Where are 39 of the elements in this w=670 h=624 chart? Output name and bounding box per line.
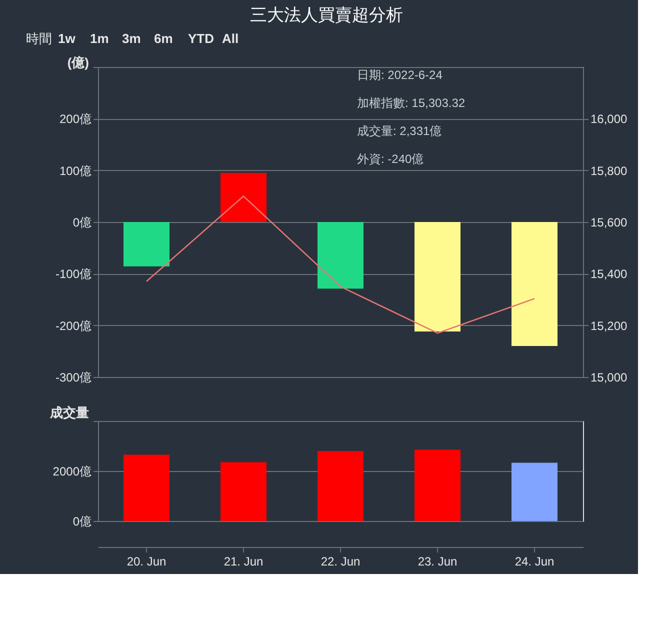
y-tick-label: 200億 (59, 112, 92, 126)
bar (318, 451, 364, 521)
bar (124, 454, 170, 521)
text: All (222, 31, 239, 46)
annotation: 加權指數: 15,303.32 (357, 96, 466, 110)
y2-tick-label: 15,000 (590, 370, 628, 384)
chart-title: 三大法人買賣超分析 (250, 6, 403, 24)
y-axis-title: (億) (67, 55, 89, 70)
y2-tick-label: 15,200 (590, 318, 628, 333)
y-axis-title: 成交量 (49, 405, 89, 420)
line-series (146, 196, 536, 334)
text: 時間 (26, 31, 52, 46)
x-tick-label: 23. Jun (418, 554, 458, 568)
y2-tick-label: 15,600 (590, 216, 628, 230)
annotation: 日期: 2022-6-24 (357, 68, 443, 82)
y-tick-label: -100億 (55, 267, 92, 282)
text: YTD (188, 31, 214, 46)
text: 1m (90, 31, 109, 46)
x-tick-label: 24. Jun (514, 554, 554, 568)
x-tick-label: 22. Jun (320, 554, 360, 568)
y-tick-label: 2000億 (52, 464, 92, 478)
bar (512, 462, 558, 521)
annotation: 成交量: 2,331億 (357, 124, 442, 138)
bar (414, 450, 460, 521)
y2-tick-label: 15,800 (590, 164, 628, 178)
annotation: 外資: -240億 (357, 152, 424, 166)
y-tick-label: 0億 (72, 514, 92, 528)
y2-tick-label: 16,000 (590, 112, 628, 126)
y-tick-label: 100億 (59, 164, 92, 178)
x-tick-label: 21. Jun (224, 554, 264, 568)
y-tick-label: -200億 (55, 318, 92, 333)
y-tick-label: 0億 (72, 216, 92, 230)
y-tick-label: -300億 (55, 370, 92, 384)
text: 1w (58, 31, 76, 46)
bar (220, 462, 266, 521)
text: 6m (154, 31, 173, 46)
x-tick-label: 20. Jun (126, 554, 166, 568)
text: 3m (122, 31, 141, 46)
y2-tick-label: 15,400 (590, 267, 628, 282)
